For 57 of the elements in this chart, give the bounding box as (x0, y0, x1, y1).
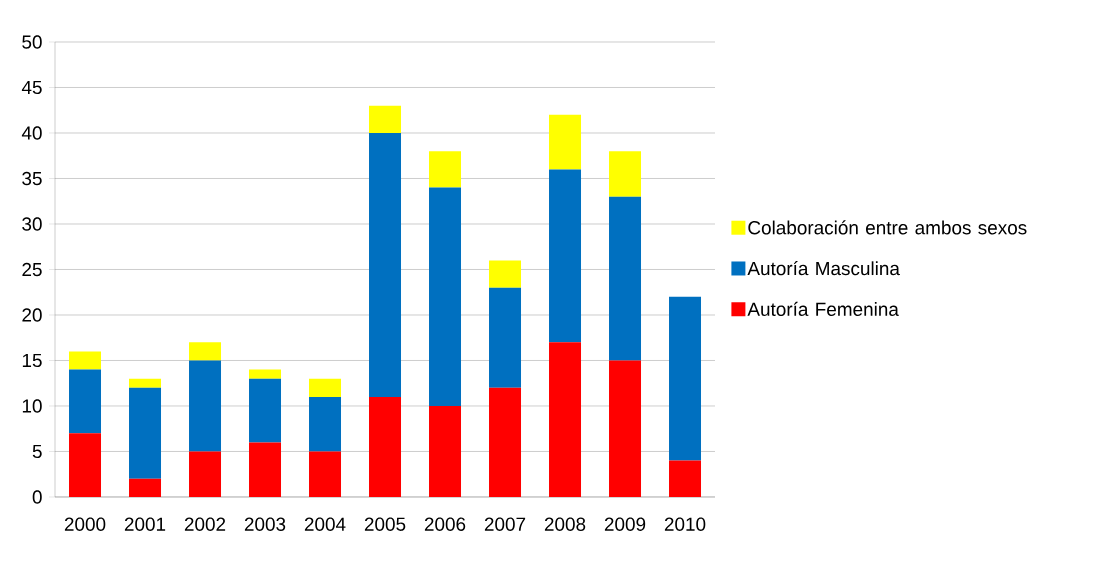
bar (249, 442, 282, 497)
bar (669, 460, 702, 497)
bar (429, 405, 462, 497)
bar (429, 151, 462, 188)
x-tick-label: 2010 (664, 517, 706, 531)
y-tick-label: 10 (22, 399, 42, 413)
bar (369, 132, 402, 397)
bar (309, 451, 342, 497)
bar (249, 369, 282, 379)
x-tick-label: 2009 (604, 517, 646, 531)
bar (129, 387, 162, 479)
x-tick-label: 2008 (544, 517, 586, 531)
bar (189, 342, 222, 361)
bar (489, 260, 522, 288)
bar (429, 187, 462, 406)
bar (669, 296, 702, 461)
bar (549, 342, 582, 497)
y-tick-label: 45 (21, 80, 42, 95)
y-tick-label: 25 (22, 262, 42, 277)
bar (129, 378, 162, 388)
x-tick-label: 2005 (364, 517, 406, 531)
bar (69, 433, 102, 497)
x-tick-label: 2007 (484, 517, 526, 531)
y-tick-label: 20 (22, 308, 42, 322)
bar (369, 396, 402, 497)
bar (489, 387, 522, 497)
bar (249, 378, 282, 443)
bar (369, 105, 402, 133)
bar (309, 396, 342, 452)
bar (609, 151, 642, 197)
bar (549, 114, 582, 170)
y-tick-label: 40 (21, 126, 42, 140)
bar (69, 351, 102, 370)
y-tick-label: 35 (22, 171, 42, 186)
bar (69, 369, 102, 434)
x-tick-label: 2004 (304, 517, 346, 531)
bar (129, 478, 162, 497)
x-tick-label: 2006 (424, 517, 466, 531)
x-tick-label: 2003 (244, 517, 286, 531)
y-tick-label: 50 (22, 35, 42, 49)
y-tick-label: 0 (32, 490, 42, 504)
y-tick-label: 30 (22, 217, 42, 231)
x-tick-label: 2001 (124, 517, 166, 531)
x-tick-label: 2002 (184, 517, 226, 531)
legend-label: Autoría Femenina (747, 301, 899, 316)
bar (189, 360, 222, 452)
y-tick-label: 5 (32, 444, 42, 459)
legend-label: Autoría Masculina (747, 261, 900, 276)
bar (309, 378, 342, 397)
bar (489, 287, 522, 388)
legend-label: Colaboración entre ambos sexos (748, 220, 1027, 235)
x-tick-label: 2000 (64, 517, 106, 531)
bar (609, 196, 642, 361)
bar (609, 360, 642, 497)
bar (189, 451, 222, 497)
y-tick-label: 15 (22, 353, 42, 368)
bar (549, 169, 582, 343)
